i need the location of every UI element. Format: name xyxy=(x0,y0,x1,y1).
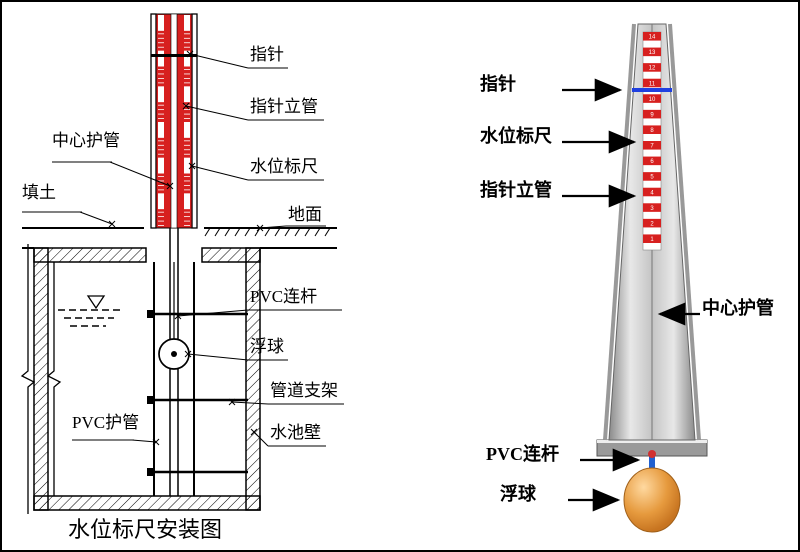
label-dimian: 地面 xyxy=(288,205,322,224)
left-diagram: 指针指针立管中心护管填土 水位标尺地面 PVC连杆浮球管道支架水池壁 PVC护管 水位… xyxy=(2,2,402,550)
label-fuqiu: 浮球 xyxy=(500,483,537,504)
label-shuichi_bi: 水池壁 xyxy=(270,423,321,442)
label-tiantu: 填土 xyxy=(22,183,56,202)
label-zhizhen_liguan: 指针立管 xyxy=(480,179,552,200)
label-pvc_liangan: PVC连杆 xyxy=(250,287,317,306)
label-zhizhen: 指针 xyxy=(250,45,284,64)
caption: 水位标尺安装图 xyxy=(68,512,222,544)
svg-text:13: 13 xyxy=(649,50,656,56)
label-fuqiu: 浮球 xyxy=(250,337,284,356)
label-pvc_liangan: PVC连杆 xyxy=(486,443,559,464)
label-pvc_huguan: PVC护管 xyxy=(72,413,139,432)
svg-text:10: 10 xyxy=(649,97,656,103)
label-zhongxin_huguan: 中心护管 xyxy=(702,297,774,318)
figure-container: 指针指针立管中心护管填土水位标尺地面PVC连杆浮球管道支架水池壁PVC护管 水位… xyxy=(0,0,800,552)
svg-text:14: 14 xyxy=(649,35,656,41)
label-shuiwei_biaochi: 水位标尺 xyxy=(480,125,552,146)
right-svg: 1413121110987654321指针水位标尺指针立管中心护管PVC连杆浮球 xyxy=(402,2,798,550)
label-zhizhen_liguan: 指针立管 xyxy=(250,97,318,116)
left-svg: 指针指针立管中心护管填土 水位标尺地面 PVC连杆浮球管道支架水池壁 PVC护管 xyxy=(2,2,402,550)
label-guandao_zhijia: 管道支架 xyxy=(270,381,338,400)
svg-text:11: 11 xyxy=(649,81,656,87)
svg-text:12: 12 xyxy=(649,66,656,72)
label-zhizhen: 指针 xyxy=(480,73,516,94)
right-diagram: 1413121110987654321指针水位标尺指针立管中心护管PVC连杆浮球 xyxy=(402,2,798,550)
label-shuiwei_biaochi: 水位标尺 xyxy=(250,157,318,176)
label-zhongxin_huguan: 中心护管 xyxy=(52,131,120,150)
